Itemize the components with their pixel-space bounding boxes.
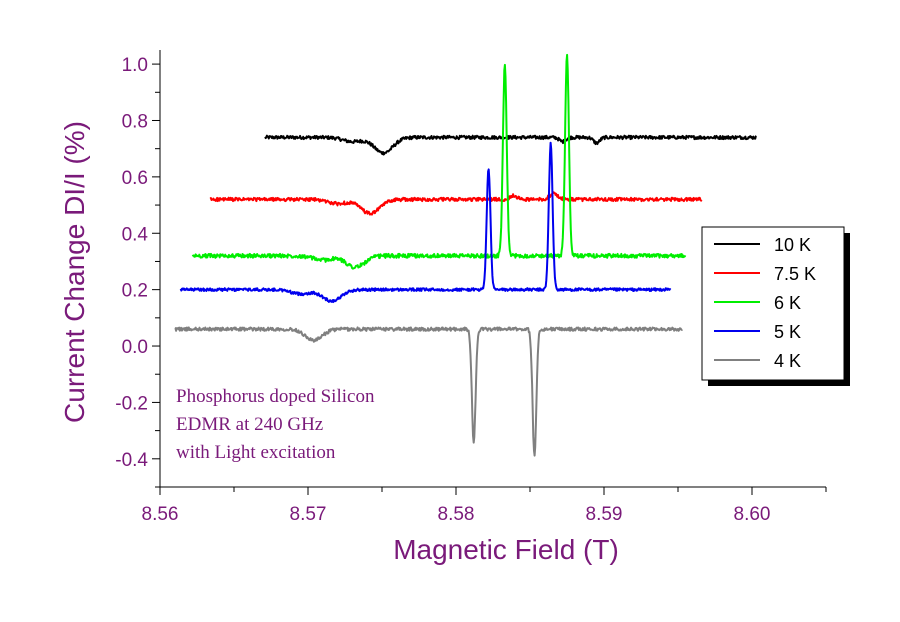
x-tick-label: 8.56 [142,504,179,525]
series-line-5-k [179,141,672,304]
legend-label: 10 K [774,235,811,255]
x-tick-label: 8.59 [586,504,623,525]
series-line-6-k [191,53,687,270]
series-layer [174,53,757,457]
y-tick-label: -0.4 [115,450,148,471]
annotation-line-1: Phosphorus doped Silicon [176,386,375,407]
series-line-10-k [264,134,757,156]
y-tick-label: 0.8 [122,111,148,132]
y-tick-label: 1.0 [122,55,148,76]
annotation-line-3: with Light excitation [176,442,336,463]
x-tick-label: 8.57 [290,504,327,525]
y-tick-label: 0.2 [122,281,148,302]
annotation-line-2: EDMR at 240 GHz [176,414,323,435]
y-axis-title: Current Change DI/I (%) [59,121,90,423]
y-tick-label: 0.4 [122,224,149,245]
legend-label: 6 K [774,293,801,313]
x-axis-title: Magnetic Field (T) [393,534,619,565]
x-tick-label: 8.60 [734,504,771,525]
legend: 10 K 7.5 K 6 K 5 K 4 K [701,226,850,386]
y-tick-label: 0.6 [122,168,148,189]
y-tick-label: -0.2 [115,393,148,414]
legend-box [701,226,845,381]
legend-label: 4 K [774,351,801,371]
series-line-4-k [174,326,683,457]
y-tick-label: 0.0 [122,337,148,358]
annotation: Phosphorus doped Silicon EDMR at 240 GHz… [176,386,375,463]
axes: 8.56 8.57 8.58 8.59 8.60 -0.4 -0.2 0.0 0.2 0.4 0.6… [115,50,827,525]
legend-label: 7.5 K [774,264,816,284]
x-tick-label: 8.58 [438,504,475,525]
legend-label: 5 K [774,322,801,342]
series-line-7-5-k [209,191,703,216]
